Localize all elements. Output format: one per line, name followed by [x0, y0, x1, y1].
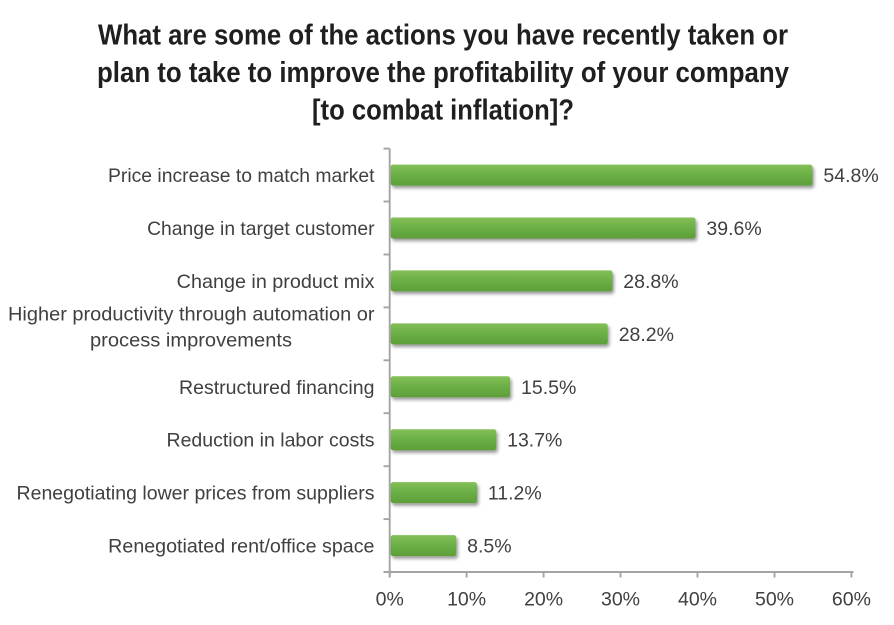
svg-text:Price increase to match market: Price increase to match market	[108, 165, 375, 187]
svg-text:process improvements: process improvements	[90, 330, 292, 352]
svg-text:Restructured financing: Restructured financing	[179, 377, 375, 399]
svg-text:Renegotiated rent/office space: Renegotiated rent/office space	[108, 536, 374, 558]
svg-text:15.5%: 15.5%	[521, 377, 576, 399]
svg-text:Change in product mix: Change in product mix	[177, 271, 375, 293]
svg-text:Reduction in labor costs: Reduction in labor costs	[167, 430, 375, 452]
svg-text:Change in target customer: Change in target customer	[147, 218, 375, 240]
svg-text:60%: 60%	[832, 589, 871, 611]
svg-text:28.8%: 28.8%	[623, 271, 678, 293]
svg-text:0%: 0%	[376, 589, 404, 611]
svg-text:Renegotiating lower prices fro: Renegotiating lower prices from supplier…	[17, 483, 375, 505]
svg-text:13.7%: 13.7%	[507, 430, 562, 452]
svg-text:54.8%: 54.8%	[823, 165, 878, 187]
svg-text:30%: 30%	[601, 589, 640, 611]
svg-text:39.6%: 39.6%	[706, 218, 761, 240]
svg-text:40%: 40%	[678, 589, 717, 611]
svg-text:50%: 50%	[755, 589, 794, 611]
svg-text:11.2%: 11.2%	[488, 483, 542, 505]
svg-text:Higher productivity through au: Higher productivity through automation o…	[8, 304, 375, 326]
svg-text:28.2%: 28.2%	[619, 324, 674, 346]
svg-text:[to combat inflation]?: [to combat inflation]?	[312, 95, 574, 127]
svg-text:10%: 10%	[447, 589, 486, 611]
svg-text:8.5%: 8.5%	[467, 536, 511, 558]
svg-text:What are some of the actions y: What are some of the actions you have re…	[98, 20, 788, 52]
svg-text:20%: 20%	[524, 589, 563, 611]
svg-text:plan to take to improve the pr: plan to take to improve the profitabilit…	[97, 57, 789, 89]
